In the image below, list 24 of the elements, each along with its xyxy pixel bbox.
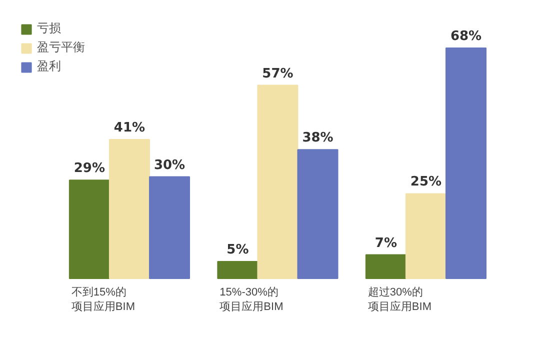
data-label: 68% [450,28,482,44]
x-tick-label: 不到15%的项目应用BIM [71,286,135,313]
bar [405,193,446,279]
x-tick-label: 超过30%的项目应用BIM [368,285,432,313]
bar [148,176,190,279]
bar [108,138,150,279]
data-label: 5% [226,242,249,258]
x-tick-label: 15%-30%的项目应用BIM [220,286,284,313]
data-label: 7% [374,236,397,251]
data-label: 41% [114,120,146,136]
bar [445,47,487,279]
data-label: 38% [302,130,334,146]
bar [297,149,338,279]
legend-label: 盈利 [37,58,61,75]
data-label: 30% [154,158,186,173]
data-label: 57% [262,66,294,82]
bar [217,261,258,279]
data-label: 29% [74,161,106,176]
bar [365,254,406,279]
bar [257,84,298,279]
legend-label: 亏损 [37,20,61,37]
bar [68,180,110,279]
data-label: 25% [410,174,442,190]
legend-label: 盈亏平衡 [37,39,85,56]
